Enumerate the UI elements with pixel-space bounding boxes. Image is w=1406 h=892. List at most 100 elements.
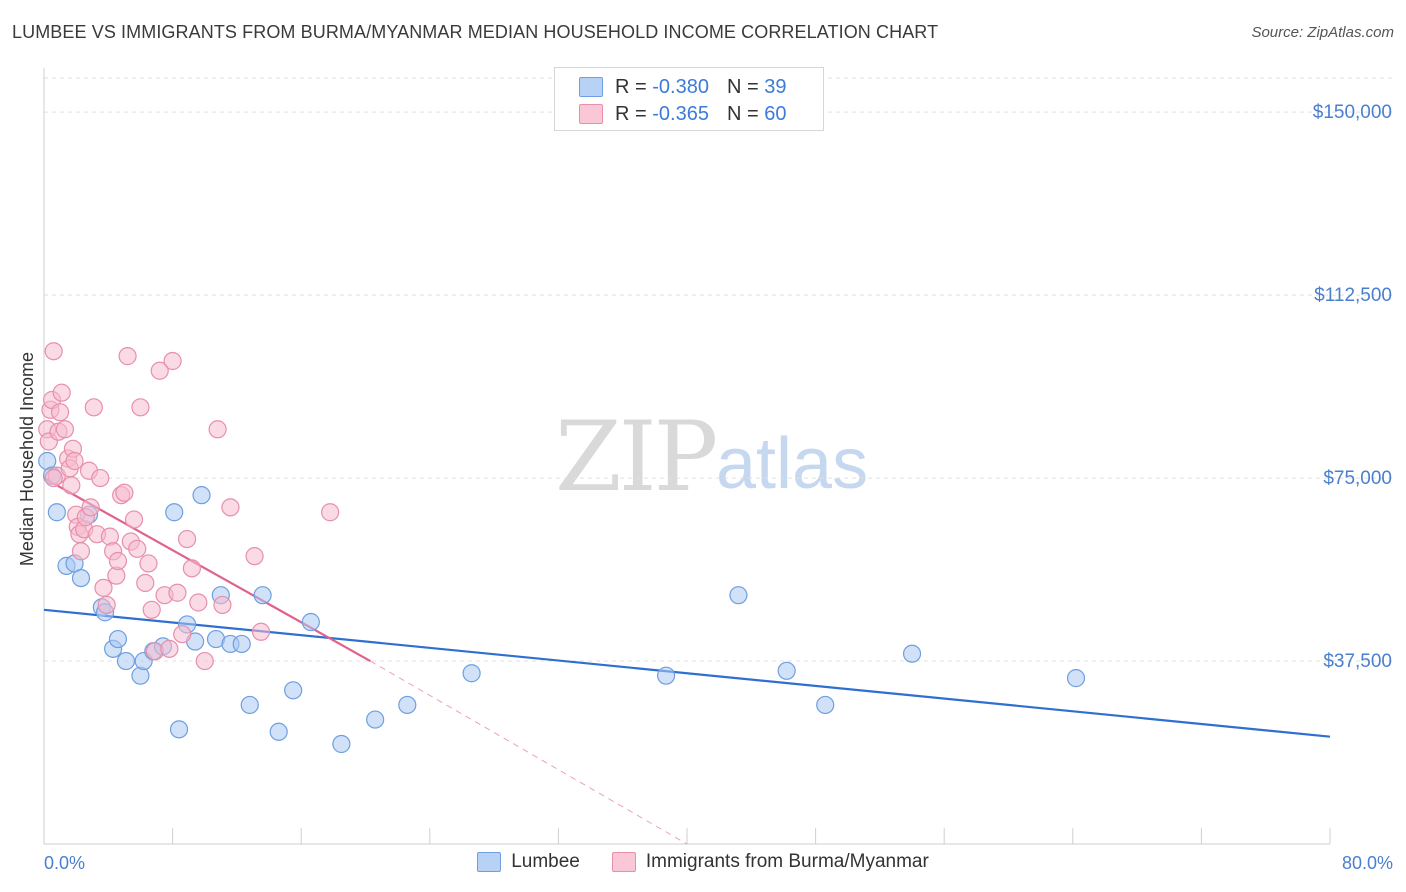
lumbee-point <box>116 651 136 671</box>
y-tick-label: $75,000 <box>1323 468 1392 489</box>
series-legend-label: Immigrants from Burma/Myanmar <box>645 851 929 872</box>
burma-point <box>182 559 201 578</box>
legend-n-value: 39 <box>764 75 787 98</box>
lumbee-point <box>284 681 303 700</box>
lumbee-swatch <box>477 852 502 872</box>
watermark-atlas-text: atlas <box>716 424 868 504</box>
legend-n-label: N = <box>726 75 759 98</box>
tick-labels: $37,500 $75,000 $112,500 $150,000 0.0% 80.0% M… <box>17 102 1393 873</box>
series-legend-label: Lumbee <box>511 851 580 872</box>
burma-swatch <box>579 104 603 124</box>
lumbee-point <box>657 666 676 685</box>
legend-r-value: -0.380 <box>652 75 709 98</box>
zipatlas-watermark: ZIP atlas <box>555 401 868 513</box>
source-credit: Source: ZipAtlas.com <box>1251 24 1394 41</box>
chart-title: LUMBEE VS IMMIGRANTS FROM BURMA/MYANMAR … <box>12 22 939 42</box>
lumbee-point <box>729 586 748 605</box>
legend-row-lumbee: R = -0.380 N = 39 <box>579 74 786 100</box>
burma-point <box>173 625 192 644</box>
lumbee-point <box>165 503 184 522</box>
lumbee-point <box>253 586 272 605</box>
lumbee-point <box>398 695 417 715</box>
burma-point <box>251 622 271 641</box>
lumbee-point <box>192 486 211 505</box>
burma-point <box>150 361 169 380</box>
lumbee-point <box>108 629 128 649</box>
burma-point <box>100 527 120 546</box>
burma-point <box>160 639 179 658</box>
y-axis-title: Median Household Income <box>17 352 37 566</box>
burma-point <box>195 651 214 671</box>
lumbee-point <box>777 661 796 680</box>
lumbee-point <box>1066 669 1086 688</box>
burma-point <box>189 593 208 612</box>
lumbee-point <box>269 722 288 741</box>
y-tick-label: $112,500 <box>1314 285 1392 306</box>
lumbee-point <box>816 695 835 715</box>
lumbee-point <box>240 695 259 715</box>
burma-point <box>124 510 144 529</box>
correlation-legend: R = -0.380 N = 39 R = -0.365 N = 60 <box>554 67 824 131</box>
lumbee-swatch <box>579 77 603 97</box>
lumbee-point <box>47 503 66 522</box>
legend-row-burma: R = -0.365 N = 60 <box>579 101 786 127</box>
lumbee-point <box>332 734 351 754</box>
legend-n-value: 60 <box>764 102 787 125</box>
legend-r-label: R = <box>615 102 647 125</box>
burma-point <box>44 468 63 488</box>
burma-point <box>213 595 232 615</box>
legend-r-label: R = <box>615 75 647 98</box>
lumbee-point <box>301 612 320 632</box>
burma-point <box>108 551 128 571</box>
lumbee-trend-line <box>43 608 1331 738</box>
burma-point <box>55 420 74 439</box>
burma-point <box>128 539 147 558</box>
burma-point <box>52 383 71 402</box>
grid-lines <box>44 77 1394 662</box>
burma-point <box>139 554 158 573</box>
burma-point <box>245 547 264 566</box>
burma-point <box>131 398 150 417</box>
burma-point <box>163 351 182 371</box>
y-tick-label: $37,500 <box>1323 651 1392 672</box>
burma-point <box>97 595 116 615</box>
burma-trend-extension <box>370 660 688 845</box>
watermark-zip-text: ZIP <box>555 401 716 513</box>
burma-point <box>71 542 91 561</box>
burma-point <box>81 498 100 517</box>
burma-point <box>65 451 84 471</box>
lumbee-point <box>366 710 385 729</box>
burma-point <box>221 498 240 517</box>
burma-point <box>168 583 187 602</box>
series-legend-lumbee[interactable]: Lumbee <box>477 851 580 873</box>
legend-n-label: N = <box>726 102 759 125</box>
data-points <box>38 342 1086 754</box>
series-legend: Lumbee Immigrants from Burma/Myanmar <box>0 851 1406 873</box>
x-tick-label-max: 80.0% <box>1342 853 1393 873</box>
lumbee-point <box>462 664 481 683</box>
lumbee-point <box>131 666 150 685</box>
burma-point <box>142 600 161 619</box>
burma-point <box>50 403 70 422</box>
x-tick-label-min: 0.0% <box>44 853 85 873</box>
burma-point <box>62 476 81 495</box>
lumbee-point <box>232 634 251 654</box>
burma-point <box>44 342 63 361</box>
legend-r-value: -0.365 <box>652 102 709 125</box>
lumbee-point <box>71 568 91 588</box>
y-tick-label: $150,000 <box>1313 102 1392 123</box>
burma-point <box>208 420 227 439</box>
burma-point <box>177 529 197 549</box>
burma-point <box>136 573 155 593</box>
burma-point <box>91 468 110 488</box>
lumbee-point <box>902 644 922 663</box>
burma-point <box>118 347 137 366</box>
burma-point <box>84 398 103 417</box>
burma-point <box>321 503 340 522</box>
burma-point <box>94 578 113 597</box>
burma-point <box>115 483 134 502</box>
burma-swatch <box>611 852 636 872</box>
lumbee-point <box>169 720 189 739</box>
series-legend-burma[interactable]: Immigrants from Burma/Myanmar <box>611 851 929 873</box>
